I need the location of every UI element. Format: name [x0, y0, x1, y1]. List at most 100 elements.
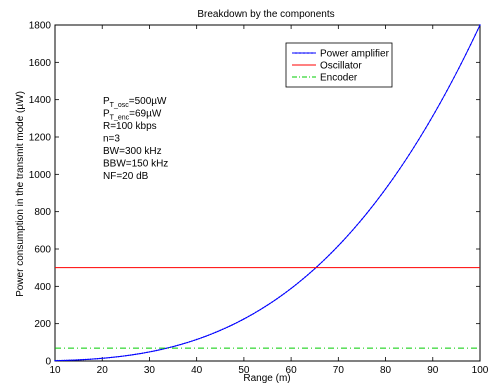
- series-point: [155, 349, 158, 352]
- series-point: [66, 359, 68, 362]
- annotation-line: PT_osc=500µW: [103, 96, 167, 109]
- series-point: [110, 356, 113, 359]
- series-point: [273, 299, 276, 302]
- series-point: [219, 329, 221, 332]
- series-point: [226, 326, 229, 328]
- series-point: [458, 67, 460, 70]
- series-point: [337, 245, 340, 247]
- y-tick-label: 1200: [29, 133, 52, 144]
- series-point: [247, 315, 250, 318]
- series-point: [347, 234, 349, 237]
- series-point: [363, 215, 366, 218]
- series-point: [207, 334, 210, 336]
- series-point: [370, 206, 373, 209]
- series-point: [406, 157, 408, 159]
- series-point: [377, 197, 380, 200]
- series-point: [299, 280, 302, 282]
- series-point: [243, 318, 245, 320]
- series-point: [73, 359, 75, 361]
- plot-area: [54, 24, 481, 362]
- series-point: [174, 345, 177, 347]
- series-point: [113, 356, 115, 358]
- series-point: [70, 359, 73, 361]
- series-point: [288, 289, 290, 291]
- series-point: [103, 357, 106, 359]
- series-point: [264, 305, 266, 308]
- series-point: [231, 324, 233, 326]
- series-point: [394, 175, 396, 177]
- x-tick-label: 50: [238, 365, 250, 376]
- series-point: [446, 90, 448, 92]
- series-point: [229, 325, 231, 327]
- series-point: [358, 221, 361, 223]
- legend-label: Encoder: [320, 73, 358, 84]
- series-point: [321, 261, 323, 263]
- series-point: [148, 351, 151, 353]
- y-axis-label: Power consumption in the transmit mode (…: [15, 91, 26, 297]
- x-tick-label: 10: [49, 365, 61, 376]
- series-point: [59, 359, 61, 362]
- series-point: [188, 341, 191, 343]
- series-point: [271, 301, 273, 303]
- series-point: [257, 310, 259, 312]
- series-point: [429, 119, 432, 121]
- series-point: [101, 357, 103, 360]
- series-point: [259, 308, 262, 311]
- series-point: [332, 249, 335, 252]
- series-point: [146, 351, 148, 354]
- annotation-line: n=3: [103, 134, 120, 145]
- series-point: [290, 287, 292, 290]
- series-point: [356, 224, 358, 226]
- series-point: [92, 358, 94, 360]
- series-point: [368, 209, 370, 212]
- y-tick-label: 800: [34, 207, 51, 218]
- y-tick-label: 600: [34, 245, 51, 256]
- series-point: [139, 352, 141, 355]
- series-point: [306, 274, 309, 276]
- series-point: [344, 237, 347, 239]
- y-tick-label: 1600: [29, 58, 52, 69]
- series-point: [453, 76, 455, 79]
- series-point: [118, 355, 120, 358]
- series-point: [297, 282, 299, 284]
- series-point: [432, 115, 434, 117]
- series-point: [115, 356, 118, 358]
- series-point: [427, 123, 429, 125]
- series-point: [391, 178, 394, 180]
- series-point: [172, 345, 174, 348]
- series-point: [450, 81, 453, 83]
- series-point: [318, 263, 321, 266]
- series-point: [304, 276, 306, 278]
- series-point: [179, 343, 181, 346]
- series-point: [328, 254, 330, 257]
- series-point: [283, 293, 285, 295]
- series-point: [224, 327, 226, 329]
- series-point: [439, 102, 441, 105]
- series-point: [217, 330, 219, 333]
- legend-swatch-dot: [303, 52, 305, 54]
- legend-swatch-dot: [307, 52, 309, 54]
- annotation-line: NF=20 dB: [103, 171, 149, 182]
- series-point: [415, 142, 417, 145]
- series-point: [77, 359, 80, 361]
- x-tick-label: 30: [144, 365, 156, 376]
- series-point: [252, 313, 255, 315]
- series-point: [420, 135, 422, 137]
- series-point: [127, 354, 129, 357]
- series-point: [373, 203, 375, 206]
- chart-title: Breakdown by the components: [197, 9, 334, 20]
- x-tick-label: 90: [427, 365, 439, 376]
- series-point: [316, 265, 318, 268]
- series-point: [295, 284, 297, 286]
- series-point: [210, 333, 212, 335]
- series-point: [351, 229, 354, 231]
- series-point: [314, 268, 316, 270]
- series-point: [54, 359, 56, 362]
- annotation-line: BW=300 kHz: [103, 146, 162, 157]
- series-point: [422, 131, 425, 133]
- series-point: [87, 358, 89, 361]
- series-point: [278, 296, 281, 298]
- series-point: [424, 127, 427, 129]
- series-point: [479, 24, 481, 26]
